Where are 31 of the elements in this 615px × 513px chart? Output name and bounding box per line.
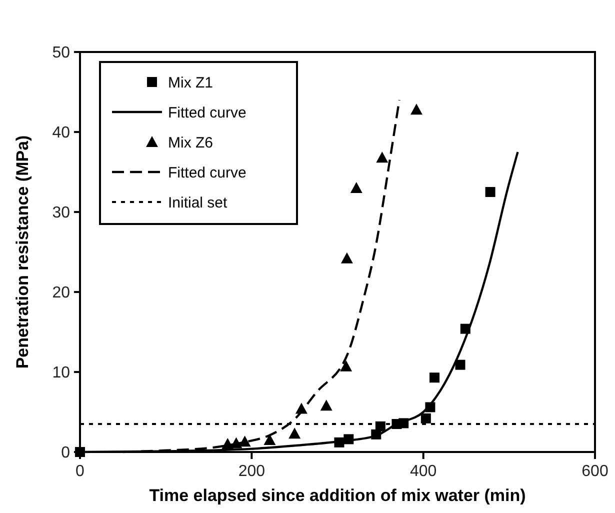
x-tick-label: 600 <box>582 463 608 480</box>
point <box>238 436 251 447</box>
point <box>410 104 422 115</box>
point <box>376 152 388 163</box>
point <box>340 252 353 264</box>
point <box>350 182 362 193</box>
legend-label: Fitted curve <box>168 104 246 122</box>
point <box>288 428 301 439</box>
x-tick-label: 400 <box>410 463 437 480</box>
point <box>320 400 332 411</box>
x-axis-title: Time elapsed since addition of mix water (min) <box>149 486 526 505</box>
x-tick-label: 200 <box>238 463 266 480</box>
point <box>485 187 496 197</box>
y-tick-label: 30 <box>52 204 70 222</box>
legend-label: Initial set <box>168 194 228 212</box>
legend-label: Fitted curve <box>168 164 246 182</box>
y-tick-label: 50 <box>52 44 70 62</box>
point <box>264 434 276 445</box>
point <box>340 360 352 372</box>
x-tick-label: 0 <box>76 463 85 480</box>
y-axis-title: Penetration resistance (MPa) <box>13 135 32 369</box>
legend-label: Mix Z6 <box>168 134 213 152</box>
y-tick-label: 0 <box>61 444 70 462</box>
y-tick-label: 40 <box>52 124 70 142</box>
point <box>429 372 440 383</box>
point <box>455 360 466 370</box>
point <box>375 421 386 432</box>
point <box>420 413 431 424</box>
legend-label: Mix Z1 <box>168 74 213 92</box>
y-tick-label: 10 <box>52 364 70 382</box>
y-tick-label: 20 <box>52 284 70 302</box>
